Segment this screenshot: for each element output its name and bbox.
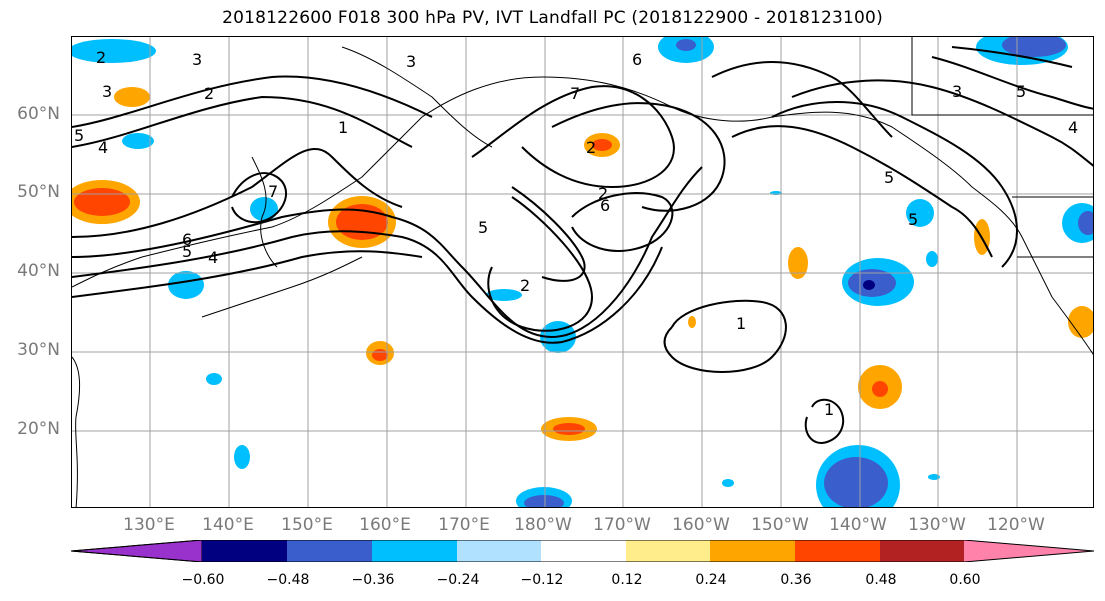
contour-labels: 2 3 3 2 5 4 1 3 7 6 2 2 6 5 7 6 5 4 2 1 … <box>74 48 1078 419</box>
svg-text:4: 4 <box>1068 118 1078 137</box>
svg-text:5: 5 <box>74 126 84 145</box>
colorbar <box>70 539 1095 563</box>
colorbar-tick: −0.36 <box>351 572 395 588</box>
lon-label-140e: 140°E <box>202 515 254 535</box>
svg-text:5: 5 <box>908 210 918 229</box>
lon-label-150w: 150°W <box>751 515 809 535</box>
lon-label-160w: 160°W <box>672 515 730 535</box>
svg-text:3: 3 <box>102 82 112 101</box>
svg-text:5: 5 <box>478 218 488 237</box>
svg-text:5: 5 <box>182 242 192 261</box>
svg-text:2: 2 <box>586 138 596 157</box>
svg-text:3: 3 <box>952 82 962 101</box>
svg-text:1: 1 <box>338 118 348 137</box>
lat-label-40: 40°N <box>17 261 60 281</box>
svg-text:2: 2 <box>520 276 530 295</box>
lon-label-170w: 170°W <box>593 515 651 535</box>
colorbar-tick: 0.48 <box>865 572 897 588</box>
lat-label-60: 60°N <box>17 104 60 124</box>
colorbar-graphic <box>70 539 1095 563</box>
lon-label-180w: 180°W <box>514 515 572 535</box>
svg-text:5: 5 <box>884 168 894 187</box>
svg-text:3: 3 <box>192 50 202 69</box>
lon-label-130e: 130°E <box>123 515 175 535</box>
svg-text:1: 1 <box>824 400 834 419</box>
svg-text:6: 6 <box>632 50 642 69</box>
colorbar-tick: 0.12 <box>611 572 643 588</box>
colorbar-tick: −0.60 <box>181 572 225 588</box>
svg-text:4: 4 <box>98 138 108 157</box>
svg-text:2: 2 <box>204 84 214 103</box>
svg-text:2: 2 <box>598 184 608 203</box>
colorbar-tick: −0.24 <box>436 572 480 588</box>
colorbar-tick: −0.48 <box>266 572 310 588</box>
lon-label-120w: 120°W <box>987 515 1045 535</box>
svg-text:7: 7 <box>268 182 278 201</box>
map-title: 2018122600 F018 300 hPa PV, IVT Landfall… <box>222 8 883 28</box>
map-panel: 2 3 3 2 5 4 1 3 7 6 2 2 6 5 7 6 5 4 2 1 … <box>71 36 1094 508</box>
lon-label-130w: 130°W <box>908 515 966 535</box>
colorbar-tick: 0.24 <box>695 572 727 588</box>
svg-text:4: 4 <box>208 248 218 267</box>
lat-label-30: 30°N <box>17 340 60 360</box>
pv-contours <box>72 46 1093 444</box>
lon-label-140w: 140°W <box>829 515 887 535</box>
colorbar-tick: −0.12 <box>520 572 564 588</box>
lat-label-50: 50°N <box>17 182 60 202</box>
lon-label-170e: 170°E <box>438 515 490 535</box>
svg-text:6: 6 <box>600 196 610 215</box>
svg-text:7: 7 <box>570 84 580 103</box>
svg-text:1: 1 <box>736 314 746 333</box>
svg-text:2: 2 <box>96 48 106 67</box>
lon-label-160e: 160°E <box>359 515 411 535</box>
lon-label-150e: 150°E <box>281 515 333 535</box>
svg-text:3: 3 <box>406 52 416 71</box>
lat-label-20: 20°N <box>17 419 60 439</box>
svg-text:5: 5 <box>1016 82 1026 101</box>
map-canvas: 2 3 3 2 5 4 1 3 7 6 2 2 6 5 7 6 5 4 2 1 … <box>72 37 1093 507</box>
svg-text:6: 6 <box>182 230 192 249</box>
colorbar-tick: 0.36 <box>780 572 812 588</box>
colorbar-tick: 0.60 <box>949 572 981 588</box>
